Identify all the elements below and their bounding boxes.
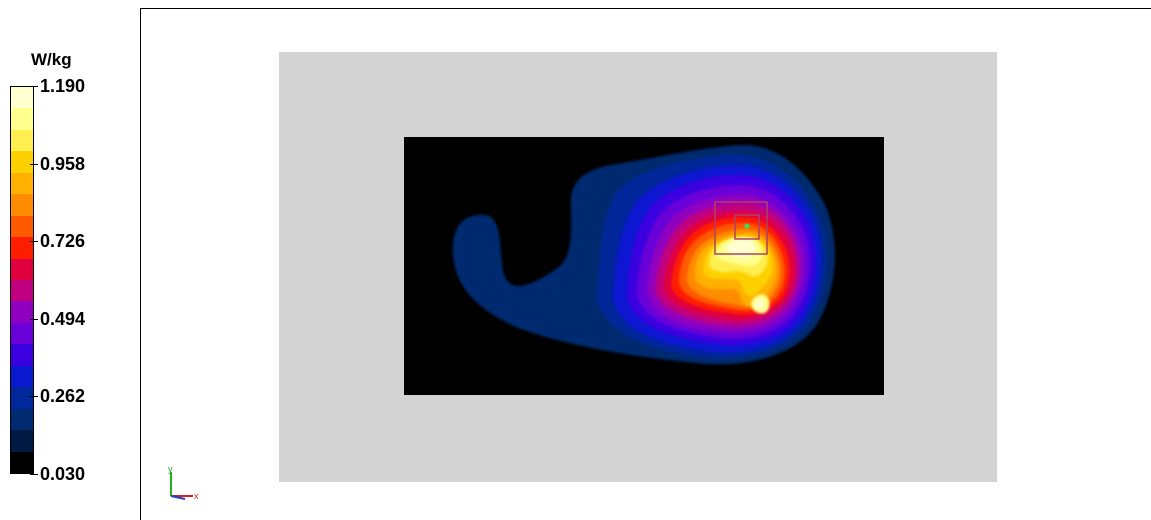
colorbar-tick [30, 396, 38, 398]
colorbar-swatch [11, 451, 33, 474]
colorbar-swatch [11, 215, 33, 238]
colorbar-swatch [11, 365, 33, 388]
colorbar-swatch [11, 280, 33, 303]
sar-contour-band [755, 299, 764, 309]
sar-contour-band [726, 239, 756, 258]
colorbar-swatch [11, 237, 33, 260]
colorbar-tick-label: 0.030 [40, 464, 86, 484]
x-axis-label: x [194, 491, 199, 501]
colorbar-tick-label: 1.190 [40, 76, 86, 96]
colorbar-swatch [11, 408, 33, 431]
colorbar-tick-label: 0.262 [40, 386, 86, 407]
colorbar-tick [30, 86, 38, 87]
colorbar-swatch [11, 194, 33, 217]
sar-distribution-plot [279, 52, 997, 482]
axes-triad: y x [168, 466, 199, 501]
colorbar-tick [30, 241, 38, 243]
colorbar-swatch [11, 108, 33, 131]
colorbar-swatch [11, 387, 33, 410]
colorbar-swatch [11, 344, 33, 367]
sar-contours [452, 145, 835, 365]
colorbar-tick [30, 474, 38, 475]
z-axis-line [170, 495, 186, 500]
peak-search-box-outer [714, 201, 768, 255]
colorbar-tick-label: 0.494 [40, 308, 86, 329]
colorbar-tick-label: 0.958 [40, 153, 86, 174]
colorbar-swatch [11, 151, 33, 174]
colorbar-unit-label: W/kg [31, 50, 72, 69]
colorbar-tick [30, 163, 38, 165]
peak-search-box-inner [734, 214, 760, 240]
plot-viewport [140, 8, 1151, 520]
colorbar-swatch [11, 430, 33, 453]
colorbar-swatch [11, 301, 33, 324]
colorbar-swatch [11, 322, 33, 345]
colorbar [10, 86, 34, 474]
colorbar-tick-label: 0.726 [40, 231, 86, 252]
colorbar-swatch [11, 129, 33, 152]
colorbar-swatch [11, 258, 33, 281]
peak-point [744, 223, 750, 229]
colorbar-legend: W/kg 1.190 0.958 0.726 0.494 0.262 0.030 [0, 0, 140, 520]
colorbar-swatch [11, 87, 33, 110]
y-axis-label: y [168, 466, 173, 474]
colorbar-tick [30, 318, 38, 320]
colorbar-swatch [11, 172, 33, 195]
